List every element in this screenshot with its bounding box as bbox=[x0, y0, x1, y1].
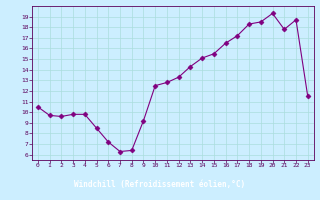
Text: Windchill (Refroidissement éolien,°C): Windchill (Refroidissement éolien,°C) bbox=[75, 180, 245, 188]
